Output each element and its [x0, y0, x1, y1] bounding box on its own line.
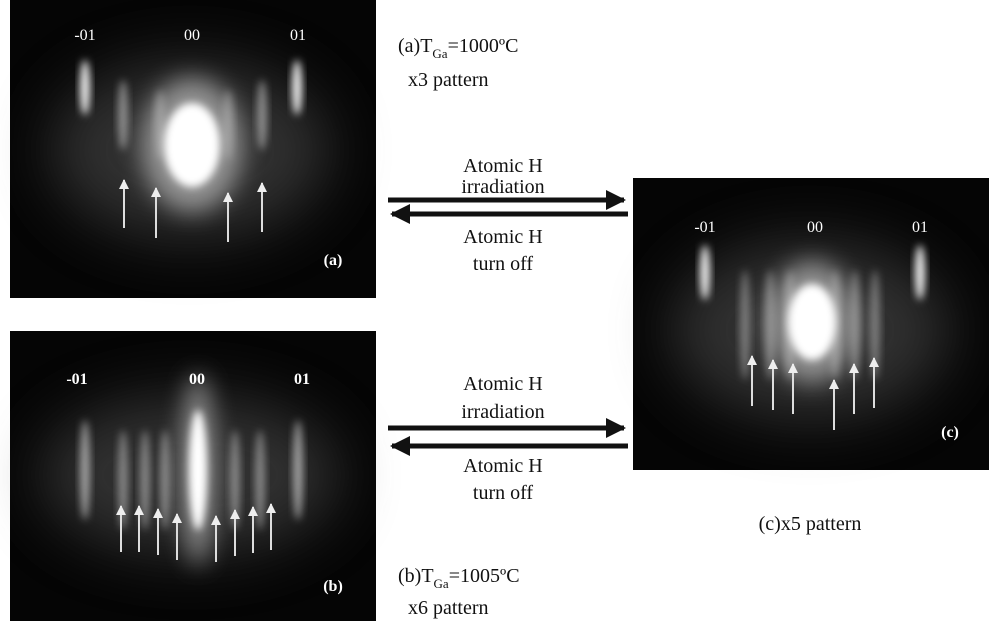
streak-index-label: 01 — [290, 27, 306, 44]
diffraction-streak — [293, 420, 303, 520]
diffraction-streak — [257, 80, 267, 150]
rheed-panel: -01 00 01 (a) — [10, 0, 376, 298]
diffraction-streak — [230, 430, 240, 530]
specular-spot — [189, 410, 207, 530]
caption-a: (a)TGa=1000ºC — [398, 35, 518, 61]
arrow-label: turn off — [473, 482, 534, 504]
diffraction-streak — [118, 80, 128, 150]
diffraction-streak — [870, 270, 880, 380]
streak-index-label: -01 — [66, 371, 87, 388]
diffraction-streak — [160, 430, 170, 530]
diffraction-streak — [740, 270, 750, 380]
arrow-label: Atomic H — [463, 226, 542, 248]
streak-index-label: 00 — [184, 27, 200, 44]
caption-c: (c)x5 pattern — [759, 513, 862, 535]
arrow-label: irradiation — [461, 176, 544, 198]
streak-index-label: 01 — [912, 219, 928, 236]
specular-spot — [164, 103, 220, 187]
specular-spot — [788, 284, 836, 360]
diffraction-streak — [700, 245, 710, 300]
streak-index-label: 00 — [807, 219, 823, 236]
diffraction-streak — [80, 60, 90, 115]
streak-index-label: 00 — [189, 371, 205, 388]
diffraction-streak — [292, 60, 302, 115]
panel-letter: (b) — [323, 578, 343, 595]
rheed-panel: -01 00 01 (b) — [10, 331, 376, 621]
caption-a-line2: x3 pattern — [408, 69, 489, 91]
arrow-label: turn off — [473, 253, 534, 275]
arrow-label: Atomic H — [463, 155, 542, 177]
diffraction-streak — [140, 430, 150, 530]
rheed-panel: -01 00 01 (c) — [633, 178, 989, 470]
arrow-label: Atomic H — [463, 373, 542, 395]
caption-b-line2: x6 pattern — [408, 597, 489, 619]
streak-index-label: 01 — [294, 371, 310, 388]
streak-index-label: -01 — [74, 27, 95, 44]
diffraction-streak — [118, 430, 128, 530]
arrow-label: irradiation — [461, 401, 544, 423]
arrow-label: Atomic H — [463, 455, 542, 477]
diffraction-streak — [255, 430, 265, 530]
panel-letter: (a) — [324, 252, 343, 269]
diffraction-streak — [80, 420, 90, 520]
caption-b: (b)TGa=1005ºC — [398, 565, 520, 591]
panel-letter: (c) — [941, 424, 959, 441]
streak-index-label: -01 — [694, 219, 715, 236]
diffraction-streak — [915, 245, 925, 300]
